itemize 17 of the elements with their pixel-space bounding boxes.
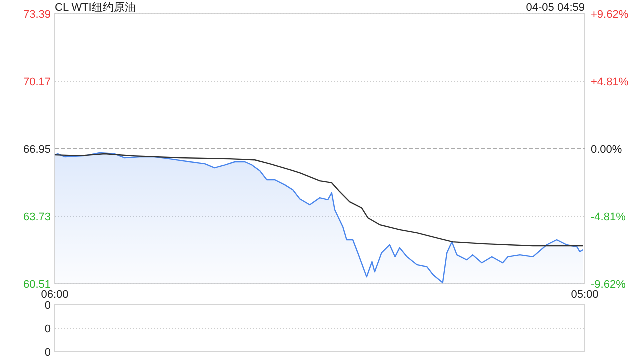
x-tick-label: 05:00	[571, 289, 599, 301]
annotation: 04-05 04:59	[526, 2, 585, 14]
chart-title: CL WTI纽约原油	[55, 1, 136, 14]
y2-tick-label: 0.00%	[591, 144, 622, 156]
y-tick-label: 70.17	[23, 76, 51, 88]
y2-tick-label: +4.81%	[591, 76, 629, 88]
text: 0	[44, 300, 51, 312]
y-tick-label: 66.95	[23, 144, 51, 156]
y-tick-label: 63.73	[23, 212, 51, 224]
x-tick-label: 06:00	[41, 289, 69, 301]
y-tick-label: 60.51	[23, 279, 51, 291]
y2-tick-label: +9.62%	[591, 9, 629, 21]
y2-tick-label: -9.62%	[591, 279, 626, 291]
text: 0	[44, 347, 51, 359]
text: 0	[44, 324, 51, 336]
y2-tick-label: -4.81%	[591, 212, 626, 224]
y-tick-label: 73.39	[23, 9, 51, 21]
